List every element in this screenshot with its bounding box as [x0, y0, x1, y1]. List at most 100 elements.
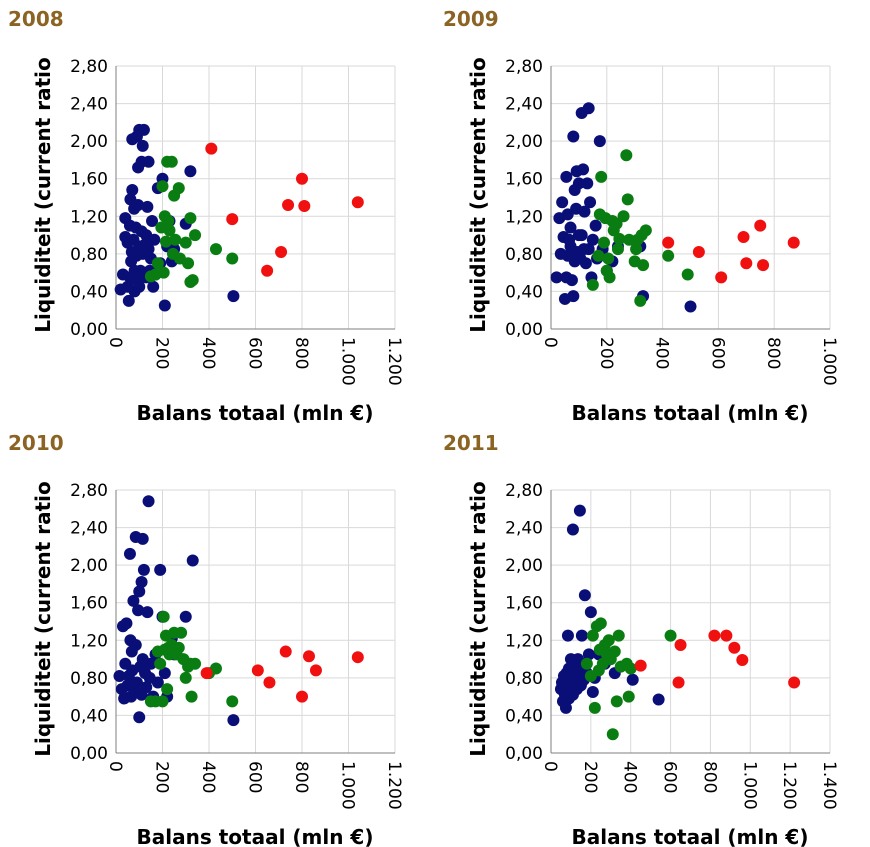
series-navy — [113, 495, 240, 727]
data-point — [630, 243, 643, 256]
data-point — [130, 676, 143, 689]
x-tick-label: 400 — [620, 761, 640, 793]
chart-title: 2010 — [8, 431, 64, 455]
y-tick-label: 0,80 — [70, 669, 108, 689]
data-point — [302, 650, 315, 663]
data-point — [157, 610, 170, 623]
data-point — [586, 233, 599, 246]
data-point — [621, 193, 634, 206]
y-tick-label: 2,00 — [505, 556, 543, 576]
x-tick-label: 0 — [540, 761, 560, 772]
y-tick-label: 1,20 — [505, 631, 543, 651]
x-tick-label: 1.000 — [338, 761, 358, 810]
data-point — [584, 606, 597, 619]
data-point — [588, 701, 601, 714]
series-green — [586, 149, 694, 307]
data-point — [684, 300, 697, 313]
data-point — [209, 243, 222, 256]
data-point — [263, 676, 276, 689]
chart-title: 2011 — [443, 431, 499, 455]
x-tick-label: 1.000 — [338, 337, 358, 386]
data-point — [226, 695, 239, 708]
data-point — [573, 504, 586, 517]
x-axis-label: Balans totaal (mln €) — [137, 401, 374, 423]
data-point — [209, 662, 222, 675]
data-point — [226, 213, 239, 226]
data-point — [172, 182, 185, 195]
data-point — [634, 294, 647, 307]
data-point — [142, 243, 155, 256]
data-point — [681, 268, 694, 281]
data-point — [140, 681, 153, 694]
data-point — [556, 196, 569, 209]
data-point — [586, 685, 599, 698]
data-point — [565, 274, 578, 287]
data-point — [550, 271, 563, 284]
x-tick-label: 600 — [660, 761, 680, 793]
series-red — [662, 219, 800, 284]
data-point — [179, 610, 192, 623]
data-point — [309, 664, 322, 677]
y-tick-label: 0,00 — [505, 320, 543, 340]
data-point — [151, 676, 164, 689]
y-axis-label: Liquiditeit (current ratio — [31, 57, 55, 333]
data-point — [189, 229, 202, 242]
data-point — [165, 155, 178, 168]
data-point — [593, 135, 606, 148]
data-point — [737, 230, 750, 243]
data-point — [594, 617, 607, 630]
data-point — [148, 233, 161, 246]
data-point — [622, 690, 635, 703]
data-point — [205, 142, 218, 155]
data-point — [611, 243, 624, 256]
data-point — [132, 199, 145, 212]
data-point — [602, 252, 615, 265]
y-tick-label: 2,40 — [505, 519, 543, 539]
data-point — [227, 714, 240, 727]
data-point — [578, 205, 591, 218]
y-axis-label: Liquiditeit (current ratio — [31, 481, 55, 757]
scatter-chart-2009: 2009 0,00 0,40 0,80 1,20 1,60 2,00 2,40 2,80 0 200… — [443, 7, 839, 423]
data-point — [161, 683, 174, 696]
data-point — [158, 667, 171, 680]
data-point — [113, 669, 126, 682]
y-tick-label: 2,80 — [70, 57, 108, 77]
x-axis-label: Balans totaal (mln €) — [572, 401, 809, 423]
data-point — [275, 245, 288, 258]
series-red — [634, 629, 801, 689]
data-point — [179, 236, 192, 249]
data-point — [142, 495, 155, 508]
data-point — [559, 701, 572, 714]
y-tick-label: 0,80 — [505, 669, 543, 689]
data-point — [672, 676, 685, 689]
data-point — [639, 224, 652, 237]
data-point — [279, 645, 292, 658]
x-tick-label: 400 — [198, 761, 218, 793]
data-point — [728, 641, 741, 654]
chart-title: 2009 — [443, 7, 499, 31]
x-tick-label: 1.000 — [739, 761, 759, 810]
x-tick-label: 800 — [291, 761, 311, 793]
x-tick-label: 200 — [152, 761, 172, 793]
data-point — [135, 576, 148, 589]
y-tick-label: 1,60 — [70, 594, 108, 614]
data-point — [652, 693, 665, 706]
series-red — [205, 142, 364, 277]
data-point — [351, 651, 364, 664]
x-tick-label: 0 — [105, 761, 125, 772]
data-point — [137, 123, 150, 136]
data-point — [122, 294, 135, 307]
series-navy — [550, 102, 697, 313]
data-point — [156, 695, 169, 708]
data-point — [136, 139, 149, 152]
data-point — [133, 585, 146, 598]
data-point — [610, 695, 623, 708]
data-point — [129, 638, 142, 651]
data-point — [577, 163, 590, 176]
data-point — [186, 274, 199, 287]
data-point — [692, 245, 705, 258]
data-point — [172, 641, 185, 654]
data-point — [612, 629, 625, 642]
data-point — [754, 219, 767, 232]
x-tick-label: 1.000 — [819, 337, 839, 386]
